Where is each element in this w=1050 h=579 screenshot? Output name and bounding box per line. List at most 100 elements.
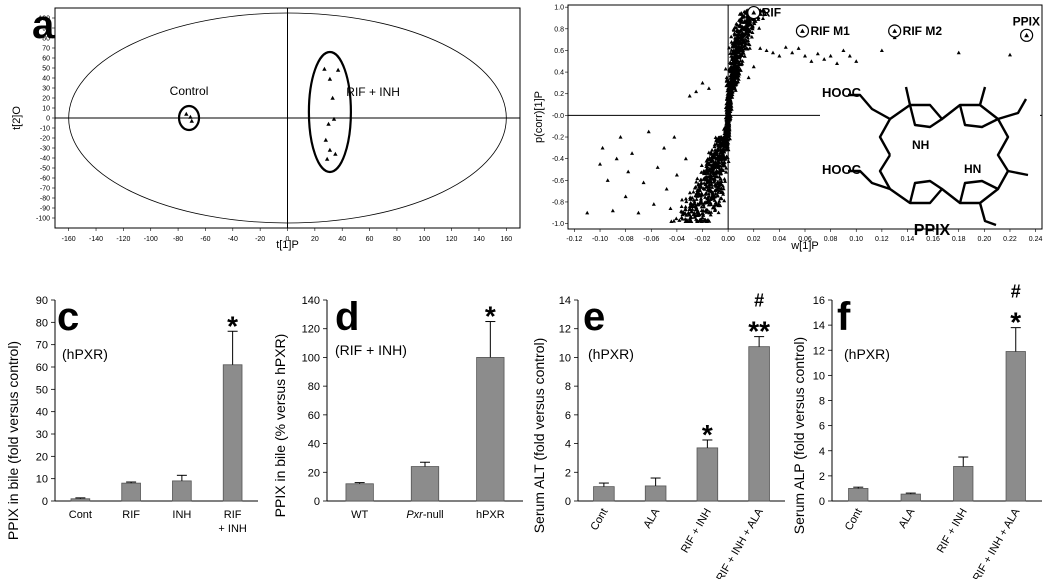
panel-b-data-point: [713, 171, 718, 176]
panel-b-y-tick-label: -0.2: [552, 135, 564, 142]
panel-b-data-point: [741, 15, 746, 19]
panel-a-y-tick-label: -80: [40, 196, 50, 203]
panel-a-group-label-rif-inh: RIF + INH: [346, 85, 400, 99]
ppix-substituent-bonds: [904, 86, 1029, 227]
panel-a-x-axis-label: t[1]P: [276, 239, 299, 251]
panel-f-hash-mark: #: [1011, 282, 1021, 302]
panel-b-data-point: [745, 35, 750, 40]
panel-b-y-tick-label: 1.0: [554, 5, 564, 12]
panel-a-y-tick-label: 60: [42, 56, 50, 63]
panel-b-data-point: [699, 170, 704, 174]
panel-d-y-tick-label: 40: [308, 439, 320, 451]
panel-e-y-tick-label: 4: [565, 439, 571, 451]
panel-b-data-point: [718, 135, 723, 139]
panel-b-data-point: [737, 18, 742, 22]
panel-c-y-tick-label: 60: [36, 362, 48, 374]
panel-b-data-point: [742, 46, 747, 51]
panel-b-data-point: [711, 154, 716, 159]
panel-b-data-point: [732, 84, 737, 89]
panel-b-data-point: [680, 209, 685, 214]
panel-e-category-label: ALA: [641, 506, 662, 531]
panel-b-data-point: [822, 57, 827, 61]
panel-b-data-point: [727, 100, 732, 105]
panel-b-data-point: [728, 51, 733, 55]
panel-f-bar: [900, 493, 921, 502]
panel-f-y-tick-label: 0: [819, 496, 825, 508]
panel-b-data-point: [718, 177, 723, 181]
panel-b-data-point: [726, 137, 731, 142]
panel-b-data-point: [762, 9, 767, 13]
panel-b-data-point: [679, 204, 684, 209]
panel-b-data-point: [704, 190, 709, 195]
panel-b-data-point: [732, 73, 737, 78]
panel-b-data-point: [750, 24, 755, 29]
panel-e-bar: [748, 346, 770, 502]
panel-b-data-point: [700, 215, 705, 220]
panel-b-data-point: [705, 179, 710, 184]
panel-b-data-point: [724, 165, 729, 170]
panel-b-data-point: [702, 177, 707, 181]
panel-b-x-tick-label: 0.16: [926, 236, 940, 243]
panel-b-data-point: [736, 48, 741, 53]
panel-b-data-point: [815, 51, 820, 56]
panel-c-category-label: RIF: [122, 509, 140, 521]
panel-c-y-tick-label: 40: [36, 407, 48, 419]
panel-a-x-tick-label: -160: [62, 236, 76, 243]
panel-b-x-tick-label: -0.02: [695, 236, 711, 243]
panel-b-x-tick-label: 0.12: [875, 236, 889, 243]
panel-b-data-point: [709, 197, 714, 201]
panel-e-bar: [644, 485, 667, 502]
panel-b-data-point: [747, 20, 752, 24]
panel-b-data-point: [687, 190, 692, 195]
panel-a-y-tick-label: 40: [42, 76, 50, 83]
panel-e-category-label: RIF + INH + ALA: [714, 506, 766, 579]
panel-b-data-point: [680, 197, 685, 202]
panel-f-y-tick-label: 2: [819, 471, 825, 483]
panel-a-y-tick-label: 70: [42, 46, 50, 53]
panel-f-condition-label: (hPXR): [844, 346, 890, 362]
panel-a-data-point: [324, 156, 330, 161]
panel-e-bar: [696, 447, 719, 502]
panel-b-data-point: [605, 178, 610, 182]
panel-b-data-point: [694, 210, 699, 214]
panel-b-data-point: [722, 198, 727, 203]
panel-b-data-point: [688, 200, 693, 205]
panel-a-x-tick-label: 120: [446, 236, 458, 243]
panel-b-data-point: [722, 145, 727, 149]
panel-b-data-point: [747, 27, 752, 32]
panel-b-data-point: [697, 188, 702, 193]
panel-f-y-tick-label: 12: [813, 345, 825, 357]
panel-b-labeled-point-marker: [751, 10, 757, 15]
panel-b-data-point: [683, 207, 688, 212]
panel-b-data-point: [739, 10, 744, 15]
panel-b-data-point: [733, 62, 738, 66]
panel-a-x-tick-label: 100: [418, 236, 430, 243]
panel-b-data-point: [728, 60, 733, 64]
panel-d-y-tick-label: 60: [308, 410, 320, 422]
panel-a-y-tick-label: -20: [40, 136, 50, 143]
panel-b-data-point: [702, 217, 707, 222]
panel-b-data-point: [705, 171, 710, 175]
panel-b-data-point: [854, 59, 859, 63]
ppix-hn-label: HN: [964, 162, 981, 176]
panel-c-category-label-line2: + INH: [218, 523, 246, 535]
panel-a-x-tick-label: -60: [200, 236, 210, 243]
ppix-bottom-pyrroles: [908, 179, 999, 204]
panel-a-data-point: [189, 118, 194, 123]
panel-b-data-point: [956, 50, 961, 55]
panel-b-y-tick-label: -0.0: [552, 113, 564, 120]
panel-b-data-point: [687, 212, 692, 217]
panel-b-data-point: [847, 53, 852, 58]
panel-b-data-point: [655, 165, 660, 169]
panel-b-data-point: [712, 194, 717, 199]
panel-b-data-point: [752, 21, 757, 26]
panel-b-data-point: [687, 93, 692, 98]
panel-b-x-tick-label: -0.06: [643, 236, 659, 243]
panel-b-data-point: [735, 37, 740, 42]
panel-b-point-label-rif: RIF: [762, 6, 781, 20]
panel-b-data-point: [733, 60, 738, 64]
panel-b-data-point: [720, 156, 725, 161]
panel-b-data-point: [710, 190, 715, 195]
panel-b-data-point: [710, 185, 715, 189]
panel-b-data-point: [724, 122, 729, 126]
